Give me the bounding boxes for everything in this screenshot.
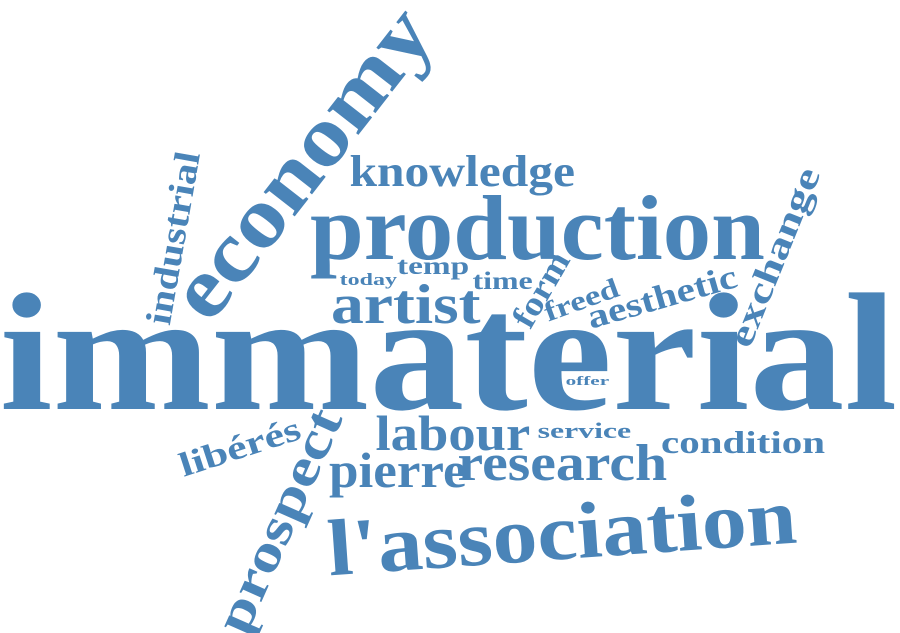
word-research: research bbox=[457, 435, 667, 492]
word-artist: artist bbox=[331, 274, 481, 336]
word-production: production bbox=[309, 177, 765, 279]
word-time: time bbox=[471, 267, 533, 295]
word-pierre: pierre bbox=[328, 442, 467, 498]
word-condition: condition bbox=[661, 424, 826, 460]
word-immaterial: immaterial bbox=[0, 260, 897, 446]
word-knowledge: knowledge bbox=[349, 147, 576, 196]
word-temp: temp bbox=[396, 252, 470, 280]
word-labour: labour bbox=[375, 405, 531, 461]
word-today: today bbox=[339, 269, 397, 289]
word-service: service bbox=[537, 418, 631, 443]
word-offer: offer bbox=[565, 372, 609, 388]
